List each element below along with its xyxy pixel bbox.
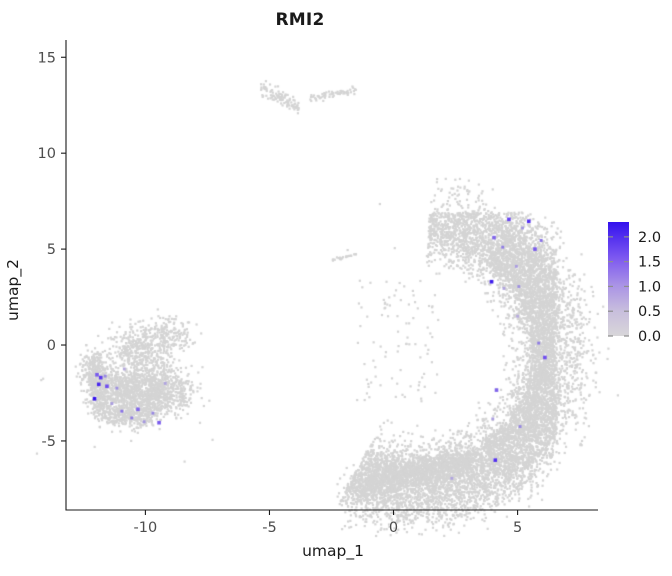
colorbar-tick-label: 1.0 (638, 279, 661, 295)
colorbar-tick-label: 0.5 (638, 304, 661, 320)
y-tick-label: 5 (47, 242, 56, 258)
colorbar-tick-label: 1.5 (638, 255, 661, 271)
colorbar-ticks (608, 236, 629, 337)
colorbar-tick-label: 2.0 (638, 230, 661, 246)
y-axis-title: umap_2 (4, 259, 23, 321)
x-tick-label: 0 (389, 520, 398, 536)
colorbar-gradient (608, 222, 629, 336)
x-axis-title: umap_1 (302, 542, 364, 561)
x-tick-label: -5 (262, 520, 276, 536)
y-tick-label: 0 (47, 338, 56, 354)
y-axis-ticks: 15 10 5 0 -5 (38, 50, 66, 450)
colorbar-tick-labels: 2.0 1.5 1.0 0.5 0.0 (638, 230, 661, 345)
axis-spine (65, 40, 598, 511)
y-tick-label: -5 (42, 434, 56, 450)
axis-lines (65, 40, 598, 511)
x-axis-ticks: -10 -5 0 5 (134, 510, 522, 536)
y-tick-label: 10 (38, 146, 56, 162)
colorbar-tick-label: 0.0 (638, 329, 661, 345)
colorbar: 2.0 1.5 1.0 0.5 0.0 (608, 222, 661, 345)
x-tick-label: 5 (513, 520, 522, 536)
x-tick-label: -10 (134, 520, 158, 536)
y-tick-label: 15 (38, 50, 56, 66)
